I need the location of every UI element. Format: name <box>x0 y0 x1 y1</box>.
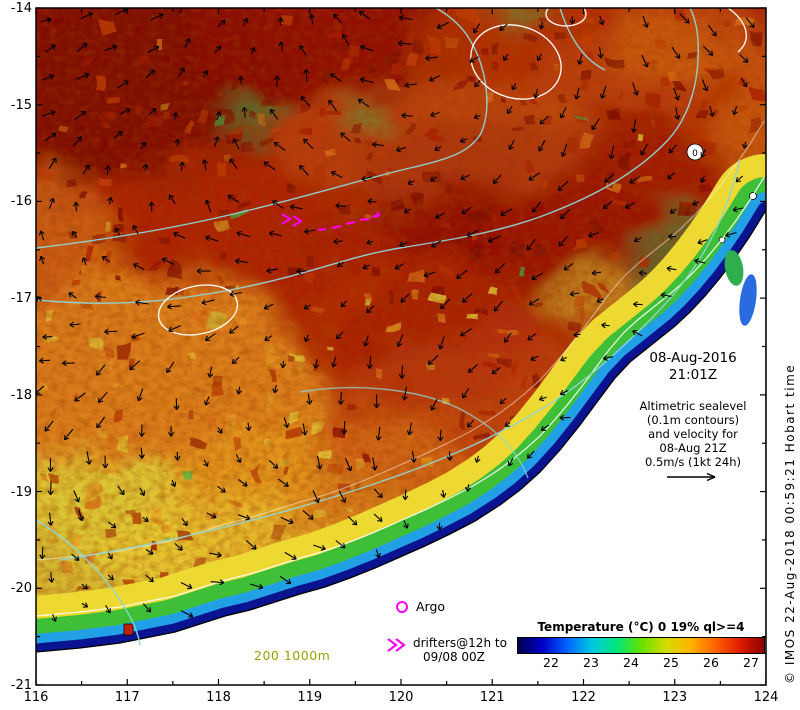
lat-tick-label: -19 <box>10 484 32 500</box>
colorbar-title: Temperature (°C) 0 19% ql>=4 <box>537 620 745 634</box>
contour-zero-label: 0 <box>692 149 698 159</box>
lat-tick-label: -14 <box>10 1 32 16</box>
velocity-arrows <box>36 8 755 622</box>
lon-tick-label: 123 <box>662 690 688 705</box>
temperature-colorbar: Temperature (°C) 0 19% ql>=4 22 23 24 25 26 2… <box>517 620 765 670</box>
colorbar-gradient <box>517 637 765 654</box>
info-line: and velocity for <box>648 427 738 441</box>
lon-tick-label: 124 <box>753 690 779 705</box>
sealevel-contours-closed <box>157 8 747 336</box>
colorbar-tick-label: 24 <box>623 655 639 670</box>
velocity-scale-arrow-icon <box>616 471 770 486</box>
lon-tick-label: 117 <box>114 690 140 705</box>
info-box: Altimetric sealevel (0.1m contours) and … <box>616 399 770 486</box>
sealevel-contours <box>36 8 741 646</box>
drifter-label: drifters@12h to 09/08 00Z <box>413 636 507 664</box>
lon-tick-label: 121 <box>479 690 505 705</box>
colorbar-tick-label: 23 <box>583 655 599 670</box>
lat-tick-label: -20 <box>10 581 32 597</box>
colorbar-tick-label: 25 <box>663 655 679 670</box>
lon-tick-label: 120 <box>388 690 414 705</box>
colorbar-tick-label: 26 <box>703 655 719 670</box>
land-mass <box>36 208 766 685</box>
lon-tick-label: 118 <box>206 690 231 705</box>
colorbar-tick-labels: 22 23 24 25 26 27 <box>517 654 765 670</box>
lat-tick-label: -15 <box>10 97 32 113</box>
info-line: Altimetric sealevel <box>639 399 747 413</box>
drifter-legend: drifters@12h to 09/08 00Z <box>386 636 507 664</box>
lon-tick-label: 116 <box>23 690 49 705</box>
bathymetry-contours <box>36 120 765 617</box>
drifter-track <box>281 211 381 231</box>
argo-legend: Argo <box>396 599 445 614</box>
info-line: 0.5m/s (1kt 24h) <box>644 455 742 469</box>
map-date: 08-Aug-2016 <box>649 350 737 366</box>
bathymetry-label: 200 1000m <box>254 648 331 663</box>
drifter-marker-icon <box>386 637 408 664</box>
colorbar-tick-label: 22 <box>543 655 559 670</box>
axis-ticks <box>35 7 767 686</box>
lat-tick-label: -17 <box>10 291 32 307</box>
argo-label: Argo <box>416 599 446 614</box>
land-speck <box>123 623 134 636</box>
lat-tick-label: -21 <box>10 678 32 693</box>
argo-marker-icon <box>396 600 408 613</box>
lat-tick-label: -18 <box>10 387 32 403</box>
lon-tick-label: 119 <box>297 690 323 705</box>
map-time: 21:01Z <box>668 367 718 383</box>
lat-tick-label: -16 <box>10 194 32 210</box>
info-line: (0.1m contours) <box>646 413 740 427</box>
credit-text: © IMOS 22-Aug-2018 00:59:21 Hobart time <box>783 364 797 684</box>
lon-tick-label: 122 <box>571 690 596 705</box>
datetime-box: 08-Aug-2016 21:01Z <box>626 350 760 384</box>
islet <box>686 143 704 161</box>
colorbar-tick-label: 27 <box>743 655 759 670</box>
info-line: 08-Aug 21Z <box>659 441 727 455</box>
map-area: 0 <box>36 8 766 685</box>
